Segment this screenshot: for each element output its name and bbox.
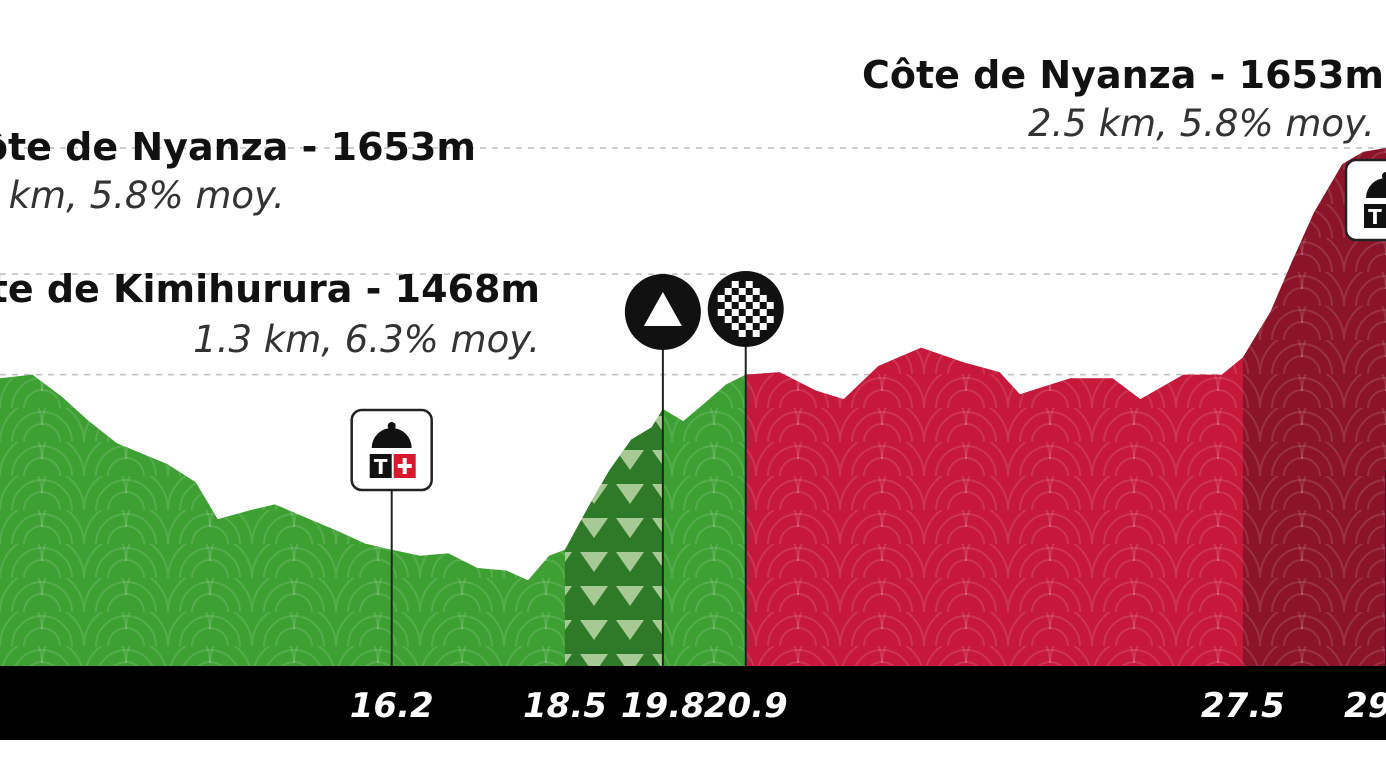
km-label: 20.9	[704, 686, 788, 726]
checker-cell	[738, 302, 746, 309]
feed-zone-icon: T	[1344, 158, 1386, 242]
checkered-flag-icon	[707, 271, 784, 347]
checker-cell	[724, 302, 732, 309]
checker-cell	[724, 288, 732, 295]
climb-title: Côte de Nyanza - 1653m	[862, 53, 1384, 97]
icon-cross	[397, 458, 412, 474]
climb-title: Côte de Kimihurura - 1468m	[0, 267, 540, 311]
icon-knob	[1382, 172, 1386, 180]
climb-detail: 2.5 km, 5.8% moy.	[1028, 102, 1375, 145]
checker-cell	[752, 330, 760, 337]
climb-annotation-nyanza-left: Côte de Nyanza - 1653m 2.5 km, 5.8% moy.	[0, 125, 476, 217]
climb-detail: 1.3 km, 6.3% moy.	[193, 318, 540, 361]
km-label: 27.5	[1201, 686, 1285, 726]
km-label: 19.8	[621, 686, 705, 726]
checker-cell	[745, 309, 753, 316]
km-label: 29.4	[1344, 686, 1386, 726]
checker-cell	[731, 281, 739, 288]
checker-cell	[759, 323, 767, 330]
checker-cell	[752, 302, 760, 309]
icon-t-box	[369, 454, 392, 478]
segment-pattern	[745, 148, 1244, 666]
km-label: 18.5	[523, 686, 607, 726]
marker-poles	[390, 330, 1386, 666]
climb-annotation-nyanza-right: Côte de Nyanza - 1653m 2.5 km, 5.8% moy.	[862, 53, 1384, 145]
icon-dome	[1366, 178, 1386, 198]
checker-cell	[759, 295, 767, 302]
checker-cell	[731, 295, 739, 302]
icon-dome	[371, 428, 412, 448]
checker-cell	[745, 323, 753, 330]
icon-triangle	[643, 292, 682, 326]
checker-cell	[738, 288, 746, 295]
checker-cell	[724, 316, 732, 323]
marker-icons: TT	[350, 158, 1386, 492]
icon-t-letter: T	[1368, 205, 1382, 229]
km-label: 16.2	[350, 686, 434, 726]
feed-zone-icon: T	[350, 408, 433, 492]
km-band	[0, 666, 1386, 740]
climb-triangle-icon	[624, 274, 701, 350]
checker-cell	[717, 309, 725, 316]
checker-cell	[731, 309, 739, 316]
icon-t-letter: T	[374, 455, 388, 479]
climb-annotation-kimihurura: Côte de Kimihurura - 1468m 1.3 km, 6.3% …	[0, 267, 540, 361]
checker-cell	[745, 281, 753, 288]
segment-pattern	[1242, 148, 1386, 666]
climb-detail: 2.5 km, 5.8% moy.	[0, 174, 285, 217]
checker-cell	[752, 316, 760, 323]
km-labels: 16.2 18.5 19.820.9 27.5 29.4	[350, 686, 1386, 726]
icon-knob	[387, 422, 396, 430]
checker-cell	[752, 288, 760, 295]
checker-cell	[717, 295, 725, 302]
climb-title: Côte de Nyanza - 1653m	[0, 125, 476, 169]
checker-cell	[759, 309, 767, 316]
elevation-gridlines	[0, 147, 1386, 376]
checker-cell	[766, 316, 774, 323]
icon-t-box	[1364, 204, 1386, 228]
checker-cell	[745, 295, 753, 302]
checker-cell	[738, 316, 746, 323]
checker-cell	[766, 302, 774, 309]
checker-cell	[731, 323, 739, 330]
checker-cell	[738, 330, 746, 337]
